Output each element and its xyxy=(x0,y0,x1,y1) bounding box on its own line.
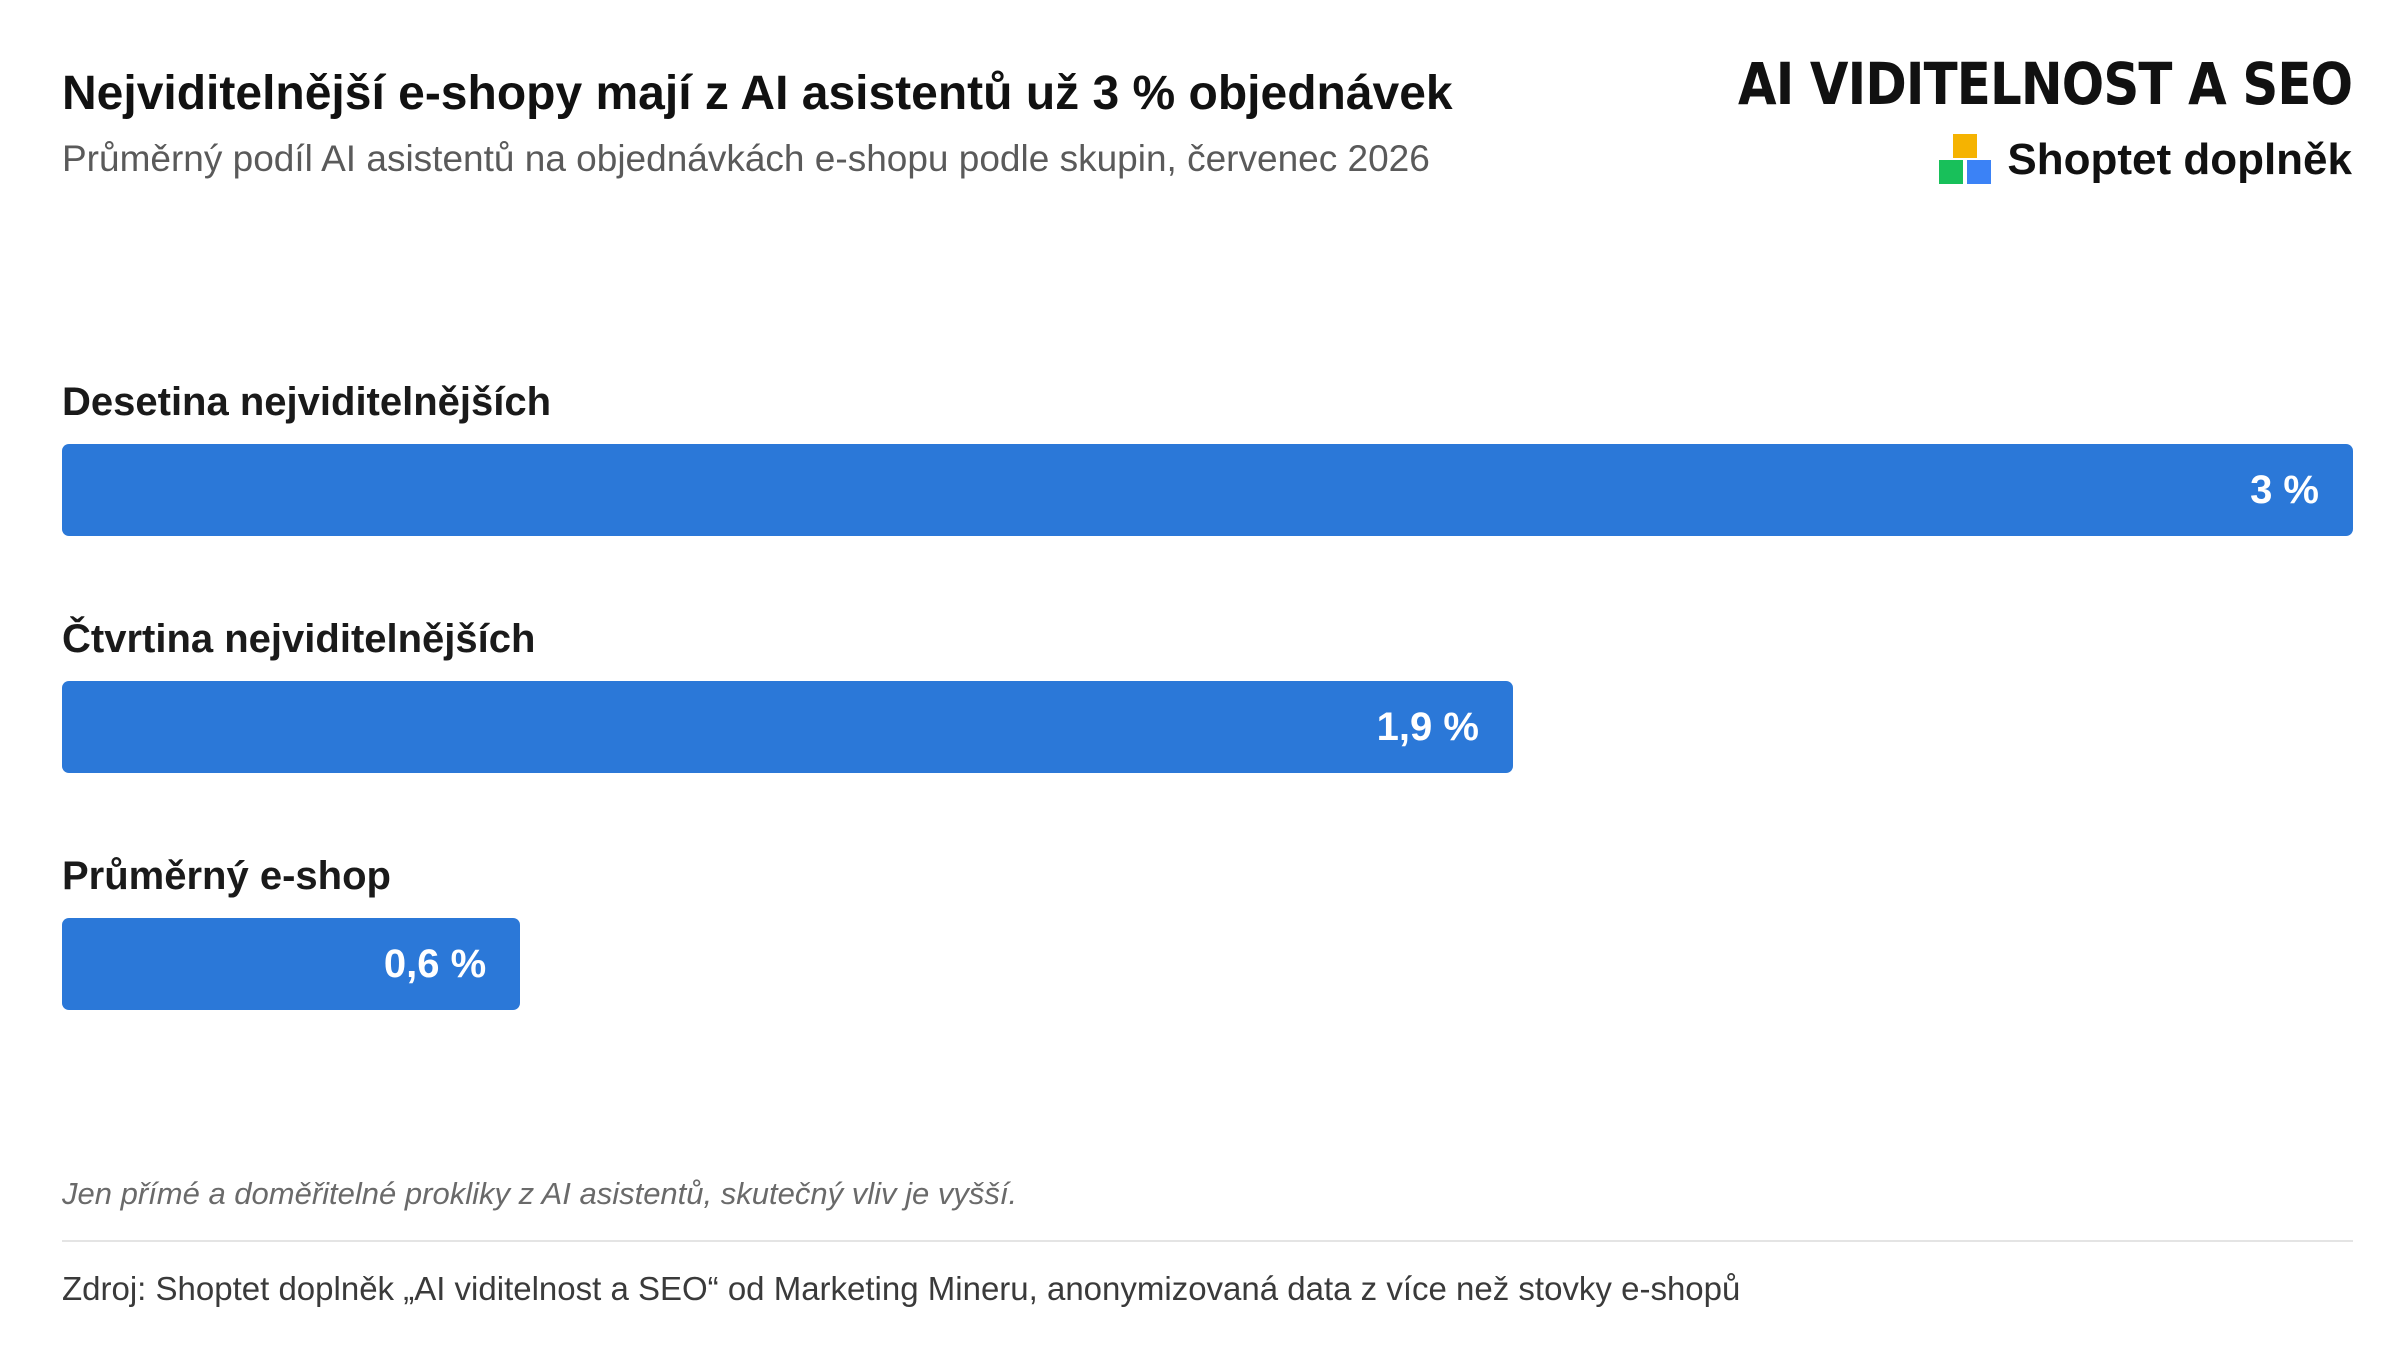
brand-sub: Shoptet doplněk xyxy=(1638,132,2352,188)
shoptet-logo-icon xyxy=(1937,132,1993,188)
category-label: Desetina nejviditelnějších xyxy=(62,380,552,424)
bar: 1,9 % xyxy=(62,681,1513,773)
chart-title: Nejviditelnější e-shopy mají z AI asiste… xyxy=(62,67,1453,120)
chart-subtitle: Průměrný podíl AI asistentů na objednávk… xyxy=(62,138,1430,179)
footer-divider xyxy=(62,1240,2353,1242)
bar-row: Čtvrtina nejviditelnějších 1,9 % xyxy=(62,609,2353,773)
bar-value-label: 0,6 % xyxy=(383,941,487,986)
category-label: Čtvrtina nejviditelnějších xyxy=(62,617,536,661)
bar-value-label: 1,9 % xyxy=(1376,704,1479,749)
bar: 3 % xyxy=(62,444,2353,536)
bar-value-label: 3 % xyxy=(2250,467,2319,512)
bar: 0,6 % xyxy=(62,918,521,1010)
brand-sub-label: Shoptet doplněk xyxy=(2007,135,2352,184)
logo-square-blue xyxy=(1967,160,1992,184)
logo-square-yellow xyxy=(1953,134,1978,158)
bar-row: Desetina nejviditelnějších 3 % xyxy=(62,372,2353,536)
brand-name: AI VIDITELNOST A SEO xyxy=(1737,50,2353,118)
logo-square-green xyxy=(1939,160,1964,184)
source-note: Zdroj: Shoptet doplněk „AI viditelnost a… xyxy=(62,1270,1741,1307)
bar-row: Průměrný e-shop 0,6 % xyxy=(62,846,2353,1010)
category-label: Průměrný e-shop xyxy=(62,854,391,898)
footnote: Jen přímé a doměřitelné prokliky z AI as… xyxy=(62,1176,1018,1211)
brand-block: AI VIDITELNOST A SEO Shoptet doplněk xyxy=(1638,50,2353,188)
